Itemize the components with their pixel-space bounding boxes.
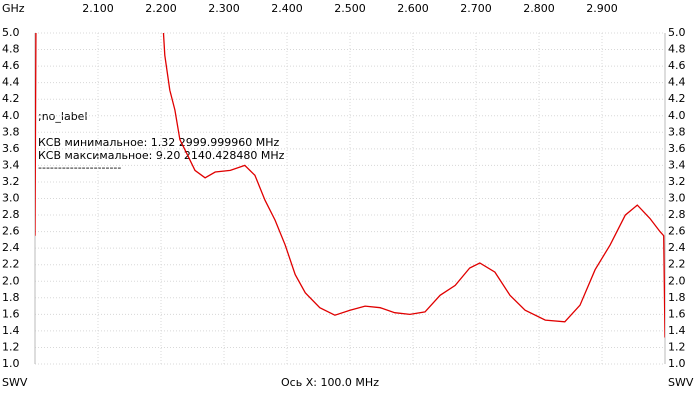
y-tick-label: 3.8 (2, 125, 20, 138)
y-tick-label: 4.0 (668, 109, 686, 122)
y-tick-label: 2.8 (2, 208, 20, 221)
y-tick-label: 1.4 (668, 324, 686, 337)
y-tick-label: 2.2 (2, 258, 20, 271)
y-tick-label: 3.8 (668, 125, 686, 138)
y-tick-label: 1.2 (668, 340, 686, 353)
y-tick-label: 2.6 (668, 225, 686, 238)
annotation: ;no_label (38, 110, 88, 123)
y-tick-label: 1.4 (2, 324, 20, 337)
x-tick-label: 2.300 (208, 2, 240, 15)
x-tick-label: 2.700 (460, 2, 492, 15)
y-tick-label: 4.8 (668, 43, 686, 56)
y-tick-label: 1.6 (668, 307, 686, 320)
y-tick-label: 1.8 (668, 291, 686, 304)
x-unit-label: GHz (2, 2, 25, 15)
y-tick-label: 2.6 (2, 225, 20, 238)
swr-line (35, 33, 665, 338)
y-tick-label: 2.4 (668, 241, 686, 254)
annotation: КСВ максимальное: 9.20 2140.428480 MHz (38, 149, 285, 162)
y-tick-label: 4.2 (668, 92, 686, 105)
y-tick-label: 1.0 (2, 357, 20, 370)
y-axis-label: SWV (2, 376, 28, 389)
y-tick-label: 3.6 (2, 142, 20, 155)
y-tick-label: 2.4 (2, 241, 20, 254)
y-tick-label: 4.0 (2, 109, 20, 122)
x-tick-label: 2.200 (145, 2, 177, 15)
x-tick-label: 2.500 (334, 2, 366, 15)
x-axis-label: Ось X: 100.0 MHz (281, 376, 379, 389)
y-tick-label: 1.8 (2, 291, 20, 304)
y-tick-label: 1.0 (668, 357, 686, 370)
y-tick-label: 3.4 (2, 158, 20, 171)
y-tick-label: 4.2 (2, 92, 20, 105)
y-tick-label: 3.0 (668, 192, 686, 205)
y-tick-label: 5.0 (2, 26, 20, 39)
y-tick-label: 2.0 (2, 274, 20, 287)
x-tick-label: 2.600 (397, 2, 429, 15)
y-tick-label: 1.6 (2, 307, 20, 320)
y-axis-label: SWV (668, 376, 694, 389)
y-tick-label: 1.2 (2, 340, 20, 353)
y-tick-label: 3.0 (2, 192, 20, 205)
y-tick-label: 5.0 (668, 26, 686, 39)
x-tick-label: 2.800 (523, 2, 555, 15)
y-tick-label: 3.4 (668, 158, 686, 171)
x-tick-label: 2.900 (586, 2, 618, 15)
y-tick-label: 2.2 (668, 258, 686, 271)
y-tick-label: 4.8 (2, 43, 20, 56)
y-tick-label: 4.6 (668, 59, 686, 72)
y-tick-label: 4.4 (2, 76, 20, 89)
y-tick-label: 3.6 (668, 142, 686, 155)
annotation: КСВ минимальное: 1.32 2999.999960 MHz (38, 136, 279, 149)
y-tick-label: 3.2 (2, 175, 20, 188)
y-tick-label: 3.2 (668, 175, 686, 188)
y-tick-label: 2.0 (668, 274, 686, 287)
y-tick-label: 4.4 (668, 76, 686, 89)
x-tick-label: 2.400 (271, 2, 303, 15)
y-tick-label: 2.8 (668, 208, 686, 221)
y-tick-label: 4.6 (2, 59, 20, 72)
annotation: --------------------- (38, 161, 121, 174)
x-tick-label: 2.100 (82, 2, 114, 15)
